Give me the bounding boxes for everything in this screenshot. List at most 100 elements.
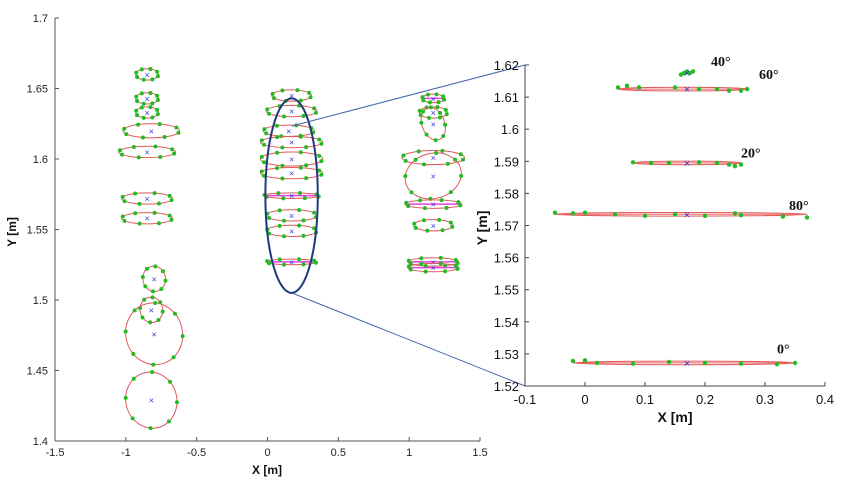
cluster-center-marker: × (289, 191, 294, 201)
cluster-point (297, 190, 302, 195)
cluster-point (308, 95, 313, 100)
cluster-point (441, 134, 446, 139)
cluster-center-marker: × (289, 107, 294, 117)
cluster-point (439, 198, 444, 203)
cluster-point (425, 92, 430, 97)
cluster-point (133, 191, 138, 196)
right-y-tick-label: 1.52 (494, 379, 519, 394)
cluster-point (153, 264, 158, 269)
cluster-point (319, 141, 324, 146)
cluster-point (153, 301, 158, 306)
cluster-point (163, 278, 168, 283)
cluster-point (132, 308, 137, 313)
left-y-ticks: 1.4 1.45 1.5 1.55 1.6 1.65 1.7 (27, 13, 59, 448)
cluster-center-marker: × (152, 329, 157, 339)
cluster-point (259, 138, 264, 143)
cluster-point (137, 221, 142, 226)
cluster-ellipse (125, 302, 184, 366)
right-x-tick-label: -0.1 (514, 392, 536, 407)
cluster-point (282, 218, 287, 223)
right-x-tick-label: 0 (581, 392, 588, 407)
series-point (615, 85, 621, 90)
series-point (726, 162, 732, 167)
cluster-point (297, 257, 302, 262)
series-point (696, 160, 702, 165)
cluster-point (170, 147, 175, 152)
cluster-point (176, 130, 181, 135)
cluster-ellipse (142, 265, 167, 293)
cluster-point (304, 145, 309, 150)
cluster-center-marker: × (149, 305, 154, 315)
cluster-point (412, 221, 417, 226)
cluster-point (172, 311, 177, 316)
cluster-point (419, 120, 424, 125)
cluster-ellipse (401, 150, 465, 166)
right-x-tick-label: 0.1 (636, 392, 654, 407)
cluster-point (140, 135, 145, 140)
left-cluster: × (419, 105, 448, 143)
left-cluster: × (134, 90, 160, 106)
right-y-tick-label: 1.57 (494, 219, 519, 234)
cluster-point (166, 419, 171, 424)
cluster-point (133, 211, 138, 216)
cluster-point (406, 258, 411, 263)
cluster-point (312, 210, 317, 215)
series-point (738, 162, 744, 167)
cluster-point (443, 263, 448, 268)
cluster-point (295, 88, 300, 93)
series-point (642, 213, 648, 219)
cluster-point (317, 153, 322, 158)
cluster-point (172, 151, 177, 156)
left-cluster: × (123, 370, 179, 431)
series-point (666, 160, 672, 166)
cluster-point (404, 200, 409, 205)
cluster-point (304, 163, 309, 168)
left-cluster: × (122, 122, 181, 140)
cluster-point (442, 97, 447, 102)
series-point (792, 360, 798, 366)
cluster-ellipse (259, 166, 324, 180)
cluster-point (143, 284, 148, 289)
right-series-group: × 40° (678, 55, 731, 80)
series-center-marker: × (684, 158, 690, 170)
cluster-point (421, 98, 426, 103)
cluster-point (153, 144, 158, 149)
cluster-center-marker: × (144, 147, 149, 157)
cluster-point (140, 315, 145, 320)
left-cluster: × (123, 301, 185, 367)
series-point (714, 86, 720, 92)
cluster-point (169, 198, 174, 203)
cluster-center-marker: × (431, 153, 436, 163)
cluster-point (139, 91, 144, 96)
cluster-point (180, 334, 185, 339)
cluster-point (120, 214, 125, 219)
cluster-point (141, 115, 146, 120)
cluster-point (131, 351, 136, 356)
cluster-point (122, 199, 127, 204)
cluster-point (298, 150, 303, 155)
cluster-point (275, 150, 280, 155)
right-y-tick-label: 1.54 (494, 315, 519, 330)
cluster-point (168, 379, 173, 384)
cluster-point (297, 208, 302, 213)
cluster-center-marker: × (152, 274, 157, 284)
cluster-point (424, 132, 429, 137)
left-cluster: × (118, 144, 177, 160)
cluster-point (120, 194, 125, 199)
cluster-point (408, 267, 413, 272)
cluster-point (301, 262, 306, 267)
right-y-tick-label: 1.61 (494, 90, 519, 105)
left-cluster: × (120, 210, 174, 226)
left-cluster: × (265, 223, 318, 239)
cluster-ellipse (265, 104, 318, 118)
cluster-point (453, 257, 458, 262)
cluster-point (262, 160, 267, 165)
cluster-point (145, 266, 150, 271)
series-angle-label: 0° (777, 343, 790, 358)
cluster-center-marker: × (431, 263, 436, 273)
cluster-center-marker: × (286, 126, 291, 136)
cluster-point (137, 201, 142, 206)
cluster-point (444, 205, 449, 210)
cluster-point (445, 161, 450, 166)
